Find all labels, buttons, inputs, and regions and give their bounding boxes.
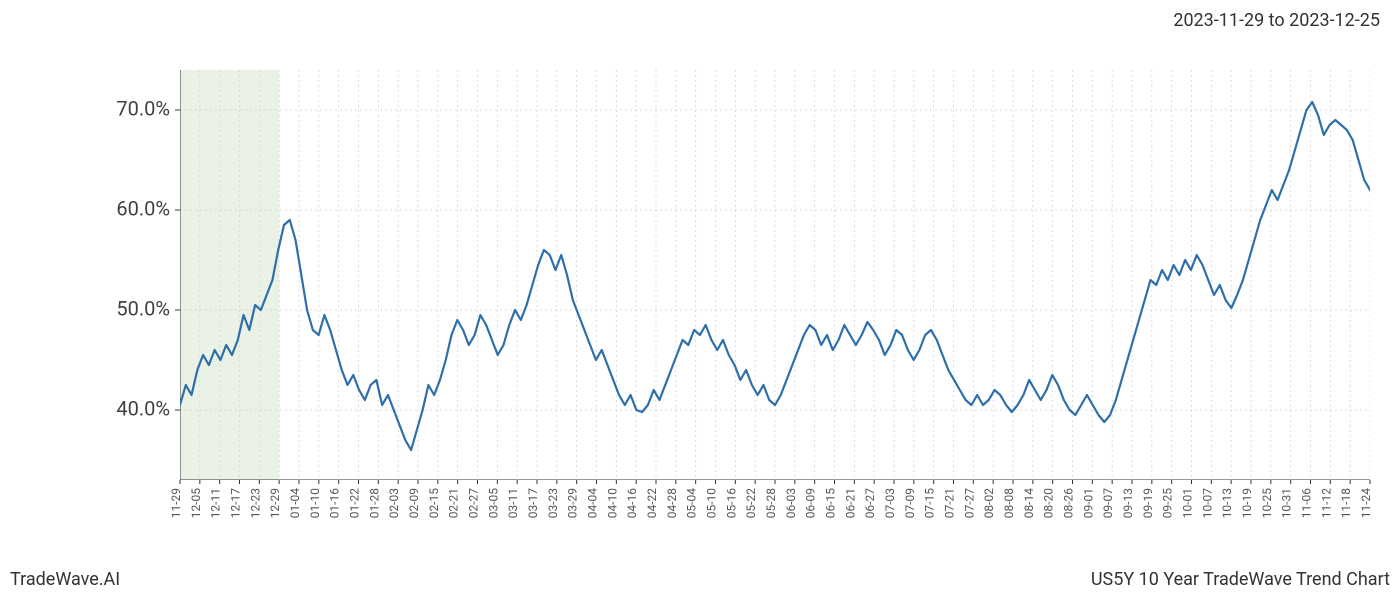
x-tick-label: 07-03 [883, 488, 897, 518]
x-tick-label: 02-09 [407, 488, 421, 518]
x-tick-label: 12-11 [209, 488, 223, 518]
x-tick-label: 01-16 [328, 488, 342, 519]
x-tick-label: 12-23 [248, 488, 262, 518]
footer-title: US5Y 10 Year TradeWave Trend Chart [1091, 569, 1390, 590]
chart-container: 2023-11-29 to 2023-12-25 40.0% 50.0% 60.0%… [0, 0, 1400, 600]
highlight-band [180, 70, 279, 480]
x-tick-label: 11-18 [1339, 488, 1353, 519]
y-tick-label: 50.0% [116, 296, 170, 320]
x-tick-label: 10-13 [1220, 488, 1234, 518]
x-tick-label: 06-21 [843, 488, 857, 518]
x-tick-label: 02-27 [467, 488, 481, 519]
x-tick-label: 09-25 [1161, 488, 1175, 519]
x-tick-label: 09-19 [1141, 488, 1155, 518]
x-tick-label: 12-29 [268, 488, 282, 518]
footer-brand: TradeWave.AI [10, 569, 120, 590]
x-tick-label: 08-02 [982, 488, 996, 519]
x-tick-label: 06-09 [804, 488, 818, 518]
x-tick-label: 11-06 [1300, 488, 1314, 519]
x-tick-label: 02-03 [387, 488, 401, 518]
x-tick-label: 10-19 [1240, 488, 1254, 518]
x-tick-label: 09-07 [1101, 488, 1115, 519]
x-tick-label: 10-25 [1260, 488, 1274, 519]
x-tick-label: 02-15 [427, 488, 441, 519]
x-tick-label: 07-09 [903, 488, 917, 518]
x-tick-label: 02-21 [447, 488, 461, 518]
x-tick-label: 01-04 [288, 488, 302, 519]
x-tick-label: 04-10 [605, 488, 619, 519]
chart-svg [180, 70, 1370, 480]
x-tick-label: 01-10 [308, 488, 322, 519]
y-tick-label: 60.0% [116, 196, 170, 220]
x-tick-label: 10-07 [1200, 488, 1214, 519]
x-tick-label: 08-26 [1062, 488, 1076, 519]
x-tick-label: 03-29 [566, 488, 580, 518]
x-tick-label: 05-16 [724, 488, 738, 519]
x-tick-label: 04-22 [645, 488, 659, 519]
x-tick-label: 04-04 [586, 488, 600, 519]
x-tick-label: 01-22 [348, 488, 362, 519]
x-tick-label: 06-03 [784, 488, 798, 518]
x-tick-label: 08-20 [1042, 488, 1056, 519]
x-tick-label: 10-31 [1280, 488, 1294, 518]
date-range-label: 2023-11-29 to 2023-12-25 [1173, 10, 1380, 31]
y-tick-label: 70.0% [116, 96, 170, 120]
x-tick-label: 08-14 [1022, 488, 1036, 519]
x-tick-label: 12-05 [189, 488, 203, 519]
x-tick-label: 03-23 [546, 488, 560, 518]
x-tick-label: 04-28 [665, 488, 679, 519]
x-tick-label: 05-28 [764, 488, 778, 519]
x-tick-label: 06-15 [824, 488, 838, 519]
x-tick-label: 07-21 [943, 488, 957, 518]
x-tick-label: 07-15 [923, 488, 937, 519]
x-tick-label: 09-13 [1121, 488, 1135, 518]
x-tick-label: 07-27 [962, 488, 976, 519]
x-tick-label: 03-11 [506, 488, 520, 518]
x-tick-label: 06-27 [863, 488, 877, 519]
x-tick-label: 04-16 [625, 488, 639, 519]
x-tick-label: 03-17 [526, 488, 540, 519]
x-tick-label: 11-12 [1319, 488, 1333, 519]
x-tick-label: 11-24 [1359, 488, 1373, 519]
x-tick-label: 09-01 [1081, 488, 1095, 518]
x-tick-label: 01-28 [367, 488, 381, 519]
x-tick-label: 12-17 [229, 488, 243, 519]
x-tick-label: 05-10 [705, 488, 719, 519]
x-tick-label: 03-05 [486, 488, 500, 519]
y-tick-label: 40.0% [116, 396, 170, 420]
x-tick-label: 08-08 [1002, 488, 1016, 519]
x-tick-label: 05-22 [744, 488, 758, 519]
x-tick-label: 10-01 [1181, 488, 1195, 518]
x-tick-label: 05-04 [685, 488, 699, 519]
chart-plot-area [180, 70, 1370, 480]
x-tick-label: 11-29 [169, 488, 183, 518]
